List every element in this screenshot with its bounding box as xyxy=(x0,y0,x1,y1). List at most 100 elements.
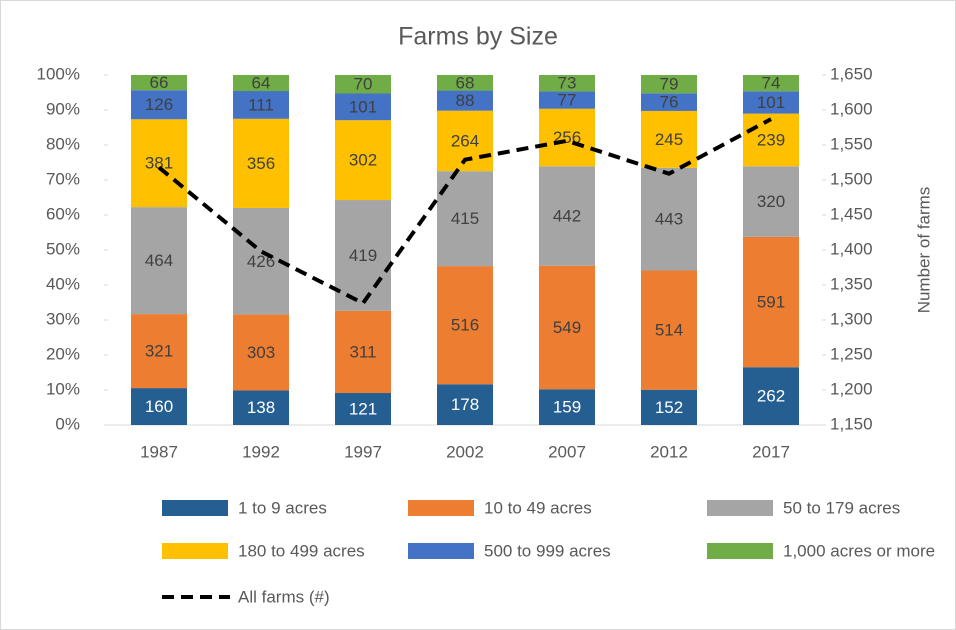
y2-tick-label: 1,650 xyxy=(830,64,873,83)
legend-label: 10 to 49 acres xyxy=(484,498,592,517)
bar-segment xyxy=(641,389,697,425)
legend-swatch xyxy=(408,543,474,559)
legend-label: 50 to 179 acres xyxy=(783,498,900,517)
x-tick-label: 2012 xyxy=(650,442,688,461)
bar-segment xyxy=(641,270,697,390)
data-label: 320 xyxy=(757,192,785,211)
bar-segment xyxy=(539,389,595,425)
bar-segment xyxy=(743,91,799,114)
x-tick-label: 2017 xyxy=(752,442,790,461)
y-tick-label: 30% xyxy=(46,309,80,328)
bar-segment xyxy=(641,93,697,111)
y2-tick-label: 1,150 xyxy=(830,414,873,433)
bar-segment xyxy=(335,120,391,201)
line-series xyxy=(157,117,772,306)
data-label: 311 xyxy=(349,342,376,361)
y2-tick-label: 1,550 xyxy=(830,134,873,153)
legend-label: 180 to 499 acres xyxy=(238,541,365,560)
y2-tick-label: 1,450 xyxy=(830,204,873,223)
y-tick-label: 0% xyxy=(55,414,80,433)
data-label: 64 xyxy=(252,73,271,92)
bar-segment xyxy=(641,110,697,168)
bar-segment xyxy=(131,388,187,425)
x-tick-label: 1992 xyxy=(242,442,280,461)
data-label: 245 xyxy=(655,130,683,149)
y2-tick-label: 1,200 xyxy=(830,379,873,398)
data-label: 356 xyxy=(247,154,275,173)
data-label: 464 xyxy=(145,251,173,270)
data-label: 76 xyxy=(660,93,679,112)
y-tick-label: 60% xyxy=(46,204,80,223)
x-tick-label: 2007 xyxy=(548,442,586,461)
bar-segment xyxy=(539,265,595,390)
bar-segment xyxy=(335,393,391,425)
bar-segment xyxy=(437,266,493,385)
bar-segment xyxy=(539,166,595,266)
y-tick-label: 50% xyxy=(46,239,80,258)
y2-tick-label: 1,350 xyxy=(830,274,873,293)
data-label: 239 xyxy=(757,130,785,149)
data-label: 68 xyxy=(456,73,475,92)
bar-segment xyxy=(131,207,187,315)
y-tick-label: 90% xyxy=(46,99,80,118)
bar-segment xyxy=(539,91,595,109)
data-label: 419 xyxy=(349,246,377,265)
data-label: 443 xyxy=(655,210,683,229)
legend-swatch xyxy=(707,543,773,559)
y-tick-label: 10% xyxy=(46,379,80,398)
data-label: 101 xyxy=(349,97,377,116)
y2-tick-label: 1,600 xyxy=(830,99,873,118)
data-label: 415 xyxy=(451,209,479,228)
y2-tick-label: 1,500 xyxy=(830,169,873,188)
x-tick-label: 1997 xyxy=(344,442,382,461)
data-label: 159 xyxy=(553,398,581,417)
bar-segment xyxy=(335,93,391,121)
y-tick-label: 70% xyxy=(46,169,80,188)
bar-segment xyxy=(437,75,493,91)
data-label: 152 xyxy=(655,398,683,417)
bar-segment xyxy=(641,167,697,271)
bar-segment xyxy=(437,90,493,111)
data-label: 74 xyxy=(762,74,781,93)
bar-segment xyxy=(233,75,289,92)
data-label: 160 xyxy=(145,397,173,416)
data-label: 262 xyxy=(757,387,785,406)
legend-label: 500 to 999 acres xyxy=(484,541,611,560)
x-tick-label: 1987 xyxy=(140,442,178,461)
legend-label: 1 to 9 acres xyxy=(238,498,327,517)
data-label: 442 xyxy=(553,207,581,226)
legend-swatch xyxy=(408,500,474,516)
data-label: 111 xyxy=(248,95,274,114)
bar-segment xyxy=(743,75,799,92)
data-label: 79 xyxy=(660,75,679,94)
data-label: 73 xyxy=(558,74,577,93)
bar-segment xyxy=(233,118,289,208)
y-tick-label: 20% xyxy=(46,344,80,363)
y2-tick-label: 1,400 xyxy=(830,239,873,258)
bar-segment xyxy=(131,314,187,389)
bar-segment xyxy=(641,75,697,94)
bar-segment xyxy=(335,200,391,311)
legend-swatch xyxy=(707,500,773,516)
data-label: 121 xyxy=(349,399,377,418)
data-label: 66 xyxy=(150,73,169,92)
legend-label: All farms (#) xyxy=(238,587,330,606)
y2-axis-title: Number of farms xyxy=(914,187,933,314)
data-label: 264 xyxy=(451,131,479,150)
data-label: 516 xyxy=(451,316,479,335)
data-label: 138 xyxy=(247,398,275,417)
bar-segment xyxy=(539,75,595,92)
bar-segment xyxy=(743,367,799,425)
legend-label: 1,000 acres or more xyxy=(783,541,935,560)
y-tick-label: 40% xyxy=(46,274,80,293)
data-label: 101 xyxy=(757,93,785,112)
bar-segment xyxy=(743,236,799,368)
y-tick-label: 80% xyxy=(46,134,80,153)
bar-segment xyxy=(335,310,391,394)
data-label: 88 xyxy=(456,91,475,110)
bar-segment xyxy=(743,166,799,237)
data-label: 77 xyxy=(558,91,577,110)
x-tick-label: 2002 xyxy=(446,442,484,461)
bar-segment xyxy=(131,90,187,120)
